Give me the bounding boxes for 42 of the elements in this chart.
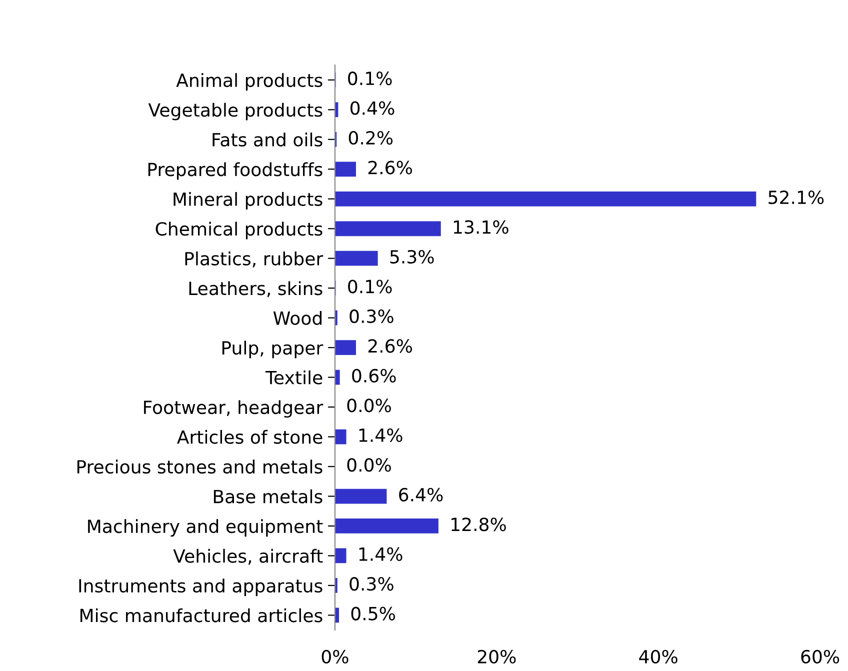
data-label: 1.4% — [359, 428, 402, 442]
data-label: 0.2% — [348, 131, 393, 145]
data-label: 0.1% — [348, 280, 392, 294]
data-label: 0.4% — [350, 101, 394, 115]
data-label: 0.1% — [348, 72, 392, 86]
data-label: 2.6% — [368, 160, 412, 174]
x-tick-label: 20% — [478, 650, 516, 664]
y-tick-label: Textile — [265, 370, 322, 384]
data-label: 0.5% — [351, 606, 395, 620]
y-tick-label: Pulp, paper — [222, 340, 324, 358]
y-tick-label: Precious stones and metals — [77, 460, 322, 474]
data-label: 0.0% — [347, 398, 391, 412]
y-tick-label: Footwear, headgear — [144, 400, 324, 418]
y-tick-label: Prepared foodstuffs — [148, 162, 322, 180]
y-tick-label: Animal products — [176, 73, 322, 91]
y-tick-label: Plastics, rubber — [185, 252, 324, 268]
y-tick-label: Vehicles, aircraft — [173, 548, 323, 565]
data-label: 13.1% — [454, 220, 508, 234]
y-tick-label: Machinery and equipment — [88, 519, 323, 537]
y-tick-label: Instruments and apparatus — [79, 578, 322, 596]
data-label: 5.3% — [390, 250, 434, 264]
data-label: 0.3% — [350, 577, 394, 591]
y-tick-label: Fats and oils — [212, 132, 322, 147]
y-tick-label: Articles of stone — [177, 430, 322, 444]
data-label: 2.6% — [368, 339, 412, 353]
data-label: 1.4% — [359, 547, 402, 561]
x-tick-label: 0% — [322, 650, 348, 664]
x-tick-label: 40% — [639, 650, 678, 664]
x-tick-label: 60% — [801, 650, 840, 664]
y-tick-label: Mineral products — [174, 192, 322, 210]
data-label: 0.0% — [347, 458, 391, 472]
data-label: 6.4% — [399, 488, 443, 502]
data-label: 0.3% — [350, 309, 394, 324]
y-tick-label: Misc manufactured articles — [80, 608, 322, 622]
y-tick-label: Leathers, skins — [189, 281, 322, 298]
data-label: 0.6% — [352, 368, 396, 383]
y-tick-label: Chemical products — [156, 222, 322, 240]
y-tick-label: Wood — [273, 310, 322, 325]
data-label: 52.1% — [768, 190, 824, 204]
y-tick-label: Vegetable products — [148, 102, 322, 120]
y-tick-label: Base metals — [214, 489, 322, 504]
data-label: 12.8% — [452, 518, 506, 532]
